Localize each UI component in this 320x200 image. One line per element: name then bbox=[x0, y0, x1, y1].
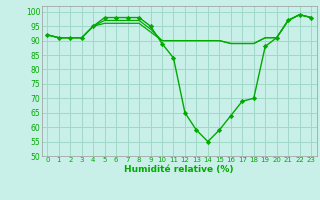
X-axis label: Humidité relative (%): Humidité relative (%) bbox=[124, 165, 234, 174]
